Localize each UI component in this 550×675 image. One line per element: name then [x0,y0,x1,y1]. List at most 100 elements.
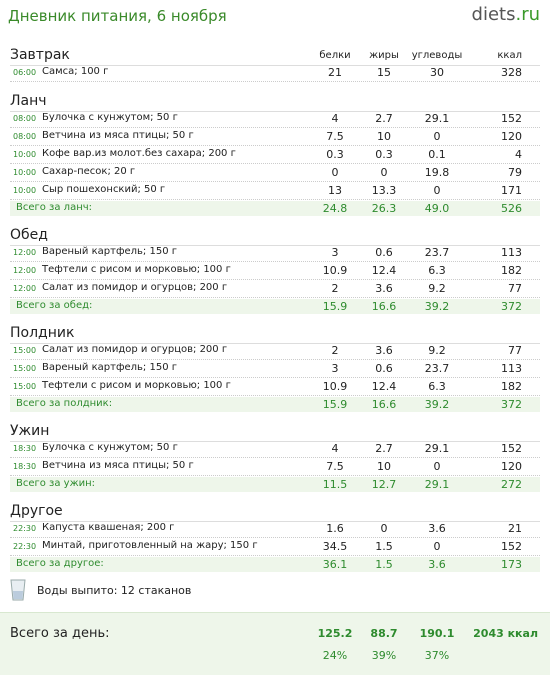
row-separator [10,555,540,556]
section-title: Ужин [10,423,50,439]
section-rule [10,111,540,112]
nutrient-value: 2 [331,282,339,295]
nutrient-value: 23.7 [424,246,450,259]
nutrient-value: 19.8 [424,166,450,179]
total-band [10,397,540,412]
meal-time: 10:00 [13,186,37,195]
column-header: углеводы [411,50,463,61]
meal-time: 15:00 [13,382,37,391]
nutrient-value: 4 [331,112,339,125]
nutrient-value: 6.3 [428,264,446,277]
row-separator [10,359,540,360]
meal-time: 15:00 [13,346,37,355]
section-title: Полдник [10,325,75,341]
total-label: Всего за полдник: [16,398,113,409]
column-header: ккал [497,50,522,61]
total-value: 16.6 [371,300,397,313]
meal-time: 22:30 [13,542,37,551]
nutrient-value: 3.6 [375,344,393,357]
water-icon [10,579,26,601]
nutrient-value: 113 [501,246,522,259]
total-value: 49.0 [424,202,450,215]
nutrient-value: 15 [377,66,391,79]
row-separator [10,279,540,280]
food-name: Сыр пошехонский; 50 г [42,184,166,195]
meal-time: 12:00 [13,248,37,257]
food-name: Ветчина из мяса птицы; 50 г [42,460,194,471]
nutrient-value: 0 [433,540,441,553]
nutrient-value: 12.4 [371,264,397,277]
nutrient-value: 12.4 [371,380,397,393]
nutrient-value: 152 [501,442,522,455]
nutrient-value: 9.2 [428,282,446,295]
total-value: 39.2 [424,398,450,411]
food-name: Булочка с кунжутом; 50 г [42,112,178,123]
nutrient-value: 0 [433,460,441,473]
nutrient-value: 113 [501,362,522,375]
section-title: Другое [10,503,63,519]
food-name: Вареный картфель; 150 г [42,362,177,373]
total-value: 29.1 [424,478,450,491]
section-title: Ланч [10,93,47,109]
nutrient-value: 0 [433,130,441,143]
nutrient-value: 182 [501,380,522,393]
row-separator [10,475,540,476]
nutrient-value: 0.6 [375,246,393,259]
logo[interactable]: diets.ru [472,6,540,24]
food-name: Вареный картфель; 150 г [42,246,177,257]
nutrient-value: 7.5 [326,130,344,143]
day-total-percent: 24% [322,649,348,662]
food-name: Тефтели с рисом и морковью; 100 г [42,264,231,275]
nutrient-value: 79 [508,166,522,179]
day-total-band [0,612,550,675]
nutrient-value: 29.1 [424,442,450,455]
nutrient-value: 23.7 [424,362,450,375]
nutrient-value: 77 [508,282,522,295]
total-band [10,299,540,314]
total-value: 173 [501,558,522,571]
column-header: жиры [369,50,399,61]
nutrient-value: 7.5 [326,460,344,473]
row-separator [10,261,540,262]
day-total-label: Всего за день: [10,626,110,641]
day-total-value: 190.1 [419,627,455,640]
total-label: Всего за ужин: [16,478,96,489]
nutrient-value: 10.9 [322,380,348,393]
nutrient-value: 6.3 [428,380,446,393]
nutrient-value: 2.7 [375,112,393,125]
row-separator [10,181,540,182]
day-total-value: 88.7 [370,627,398,640]
nutrient-value: 0 [380,166,388,179]
meal-time: 10:00 [13,150,37,159]
food-name: Самса; 100 г [42,66,109,77]
nutrient-value: 30 [430,66,444,79]
section-title: Завтрак [10,47,70,63]
logo-suffix: .ru [515,4,540,25]
nutrient-value: 3 [331,246,339,259]
total-value: 16.6 [371,398,397,411]
section-rule [10,441,540,442]
row-separator [10,537,540,538]
nutrient-value: 4 [331,442,339,455]
total-label: Всего за другое: [16,558,104,569]
food-name: Тефтели с рисом и морковью; 100 г [42,380,231,391]
meal-time: 12:00 [13,284,37,293]
nutrient-value: 4 [515,148,522,161]
section-rule [10,521,540,522]
total-value: 15.9 [322,398,348,411]
food-name: Салат из помидор и огурцов; 200 г [42,282,228,293]
food-name: Кофе вар.из молот.без сахара; 200 г [42,148,236,159]
row-separator [10,145,540,146]
meal-time: 12:00 [13,266,37,275]
nutrient-value: 3 [331,362,339,375]
total-value: 272 [501,478,522,491]
nutrient-value: 0 [380,522,388,535]
row-separator [10,127,540,128]
nutrient-value: 2.7 [375,442,393,455]
day-total-value: 2043 ккал [473,627,538,640]
row-separator [10,457,540,458]
logo-name: diets [471,4,516,25]
nutrient-value: 0.1 [428,148,446,161]
nutrient-value: 34.5 [322,540,348,553]
